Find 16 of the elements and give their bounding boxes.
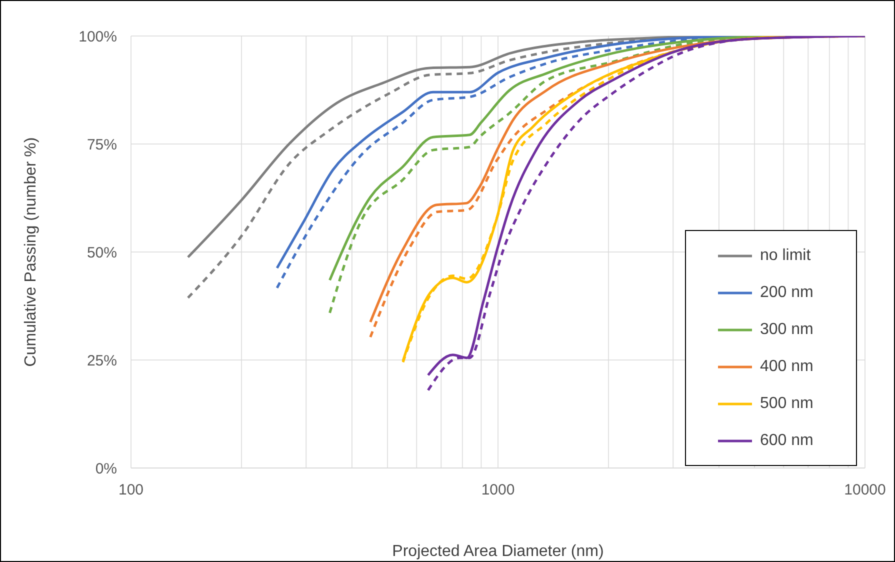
y-axis-title: Cumulative Passing (number %) (22, 137, 40, 367)
legend-label: 600 nm (760, 432, 814, 450)
legend-label: 400 nm (760, 358, 814, 376)
y-tick-label: 50% (86, 244, 117, 262)
y-tick-label: 25% (86, 352, 117, 370)
legend-label: no limit (760, 246, 811, 264)
legend-label: 500 nm (760, 394, 814, 412)
legend-label: 200 nm (760, 284, 814, 302)
x-tick-label: 100 (118, 482, 144, 499)
y-tick-label: 100% (78, 28, 117, 46)
y-tick-label: 0% (95, 460, 117, 478)
y-tick-label: 75% (86, 136, 117, 154)
x-axis-title: Projected Area Diameter (nm) (392, 543, 604, 560)
legend-label: 300 nm (760, 320, 814, 338)
x-tick-label: 10000 (844, 482, 886, 499)
x-tick-label: 1000 (481, 482, 515, 499)
